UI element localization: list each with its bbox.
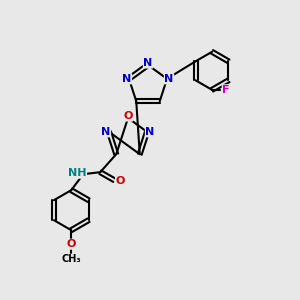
Text: CH₃: CH₃ xyxy=(61,254,81,264)
Text: N: N xyxy=(122,74,132,84)
Text: N: N xyxy=(146,127,154,137)
Text: N: N xyxy=(143,58,153,68)
Text: NH: NH xyxy=(68,168,86,178)
Text: O: O xyxy=(116,176,125,186)
Text: O: O xyxy=(67,239,76,249)
Text: O: O xyxy=(123,111,133,121)
Text: N: N xyxy=(164,74,174,84)
Text: F: F xyxy=(222,85,230,95)
Text: N: N xyxy=(101,127,111,137)
